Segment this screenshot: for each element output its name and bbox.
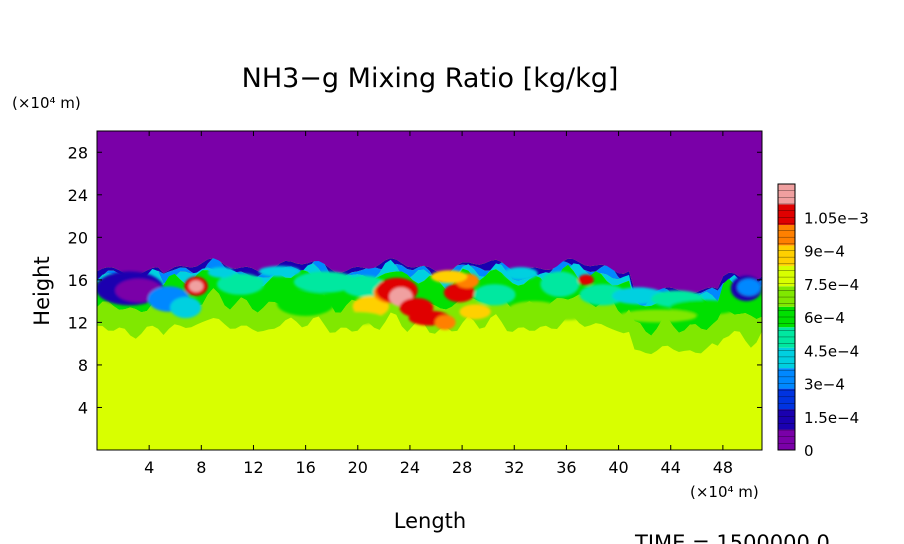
plot-frame [96,130,763,451]
field-eddy [503,267,538,280]
field-eddy [293,271,357,293]
x-tick-label: 48 [713,458,733,477]
colorbar-label: 7.5e−4 [804,276,859,294]
field-eddy [578,274,594,286]
x-axis-label: Length [394,509,466,533]
field-eddy [207,267,234,278]
y-tick-label: 20 [68,228,88,247]
x-tick-label: 12 [243,458,263,477]
colorbar-label: 6e−4 [804,309,845,327]
field-band [97,257,762,301]
field-eddy [352,295,390,318]
x-tick-label: 32 [504,458,524,477]
field-eddy [459,304,491,320]
field-eddy [473,284,516,306]
field-eddy [276,290,335,317]
colorbar-swatch [778,429,795,450]
colorbar-swatch [778,327,795,348]
heatmap-field [97,131,762,450]
field-eddy [216,273,264,295]
field-band [97,264,762,336]
x-tick-label: 40 [608,458,628,477]
colorbar-swatch [778,204,795,225]
colorbar-labels: 1.05e−3 9e−4 7.5e−4 6e−4 4.5e−4 3e−4 1.5e−4 0 [804,209,869,460]
colorbar-swatch [778,245,795,266]
colorbar-swatch [778,224,795,246]
field-eddy [540,271,580,297]
field-blobs [97,266,762,330]
x-tick-label: 44 [661,458,681,477]
colorbar-swatch [778,265,795,287]
x-tick-label: 24 [400,458,420,477]
x-tick-label: 4 [144,458,154,477]
y-axis-unit: (×10⁴ m) [12,94,81,112]
field-eddy [669,300,738,315]
x-tick-label: 8 [196,458,206,477]
field-eddy [430,270,468,284]
colorbar-label: 1.5e−4 [804,409,859,427]
y-tick-label: 4 [78,398,88,417]
field-eddy [618,309,697,323]
x-tick-label: 36 [556,458,576,477]
colorbar-label: 1.05e−3 [804,209,869,227]
y-tick-label: 8 [78,356,88,375]
colorbar-swatch [778,184,795,205]
y-tick-label: 28 [68,143,88,162]
x-tick-label: 20 [348,458,368,477]
field-eddy [545,307,588,321]
colorbar-frame [777,183,796,451]
time-footer: TIME = 1500000.0 [634,531,830,544]
field-eddy [331,311,384,325]
field-eddy [188,280,204,293]
colorbar-label: 0 [804,442,814,460]
y-tick-label: 16 [68,271,88,290]
y-tick-label: 24 [68,186,88,205]
x-axis-unit: (×10⁴ m) [690,483,759,501]
chart-title: NH3−g Mixing Ratio [kg/kg] [242,63,619,94]
upper-layer [97,131,762,294]
x-tick-label: 16 [295,458,315,477]
field-eddy [737,278,761,296]
colorbar-swatch [778,368,795,389]
y-tick-label: 12 [68,313,88,332]
x-tick-label: 28 [452,458,472,477]
y-axis-ticks: 4 8 12 16 20 24 28 [68,143,762,417]
colorbar-swatch [778,388,795,410]
colorbar-swatch [778,286,795,307]
colorbar-label: 9e−4 [804,243,845,261]
field-eddy [258,266,301,277]
colorbar-label: 4.5e−4 [804,342,859,360]
colorbar-swatch [778,409,795,430]
colorbar-swatch [778,347,795,369]
x-axis-ticks: 4 8 12 16 20 24 28 32 36 40 44 48 [144,131,733,477]
field-eddy [170,296,202,319]
field-eddy [612,287,665,305]
colorbar [777,183,796,451]
field-eddy [579,284,627,306]
colorbar-label: 3e−4 [804,376,845,394]
y-axis-label: Height [30,256,54,325]
field-eddy [434,314,456,330]
